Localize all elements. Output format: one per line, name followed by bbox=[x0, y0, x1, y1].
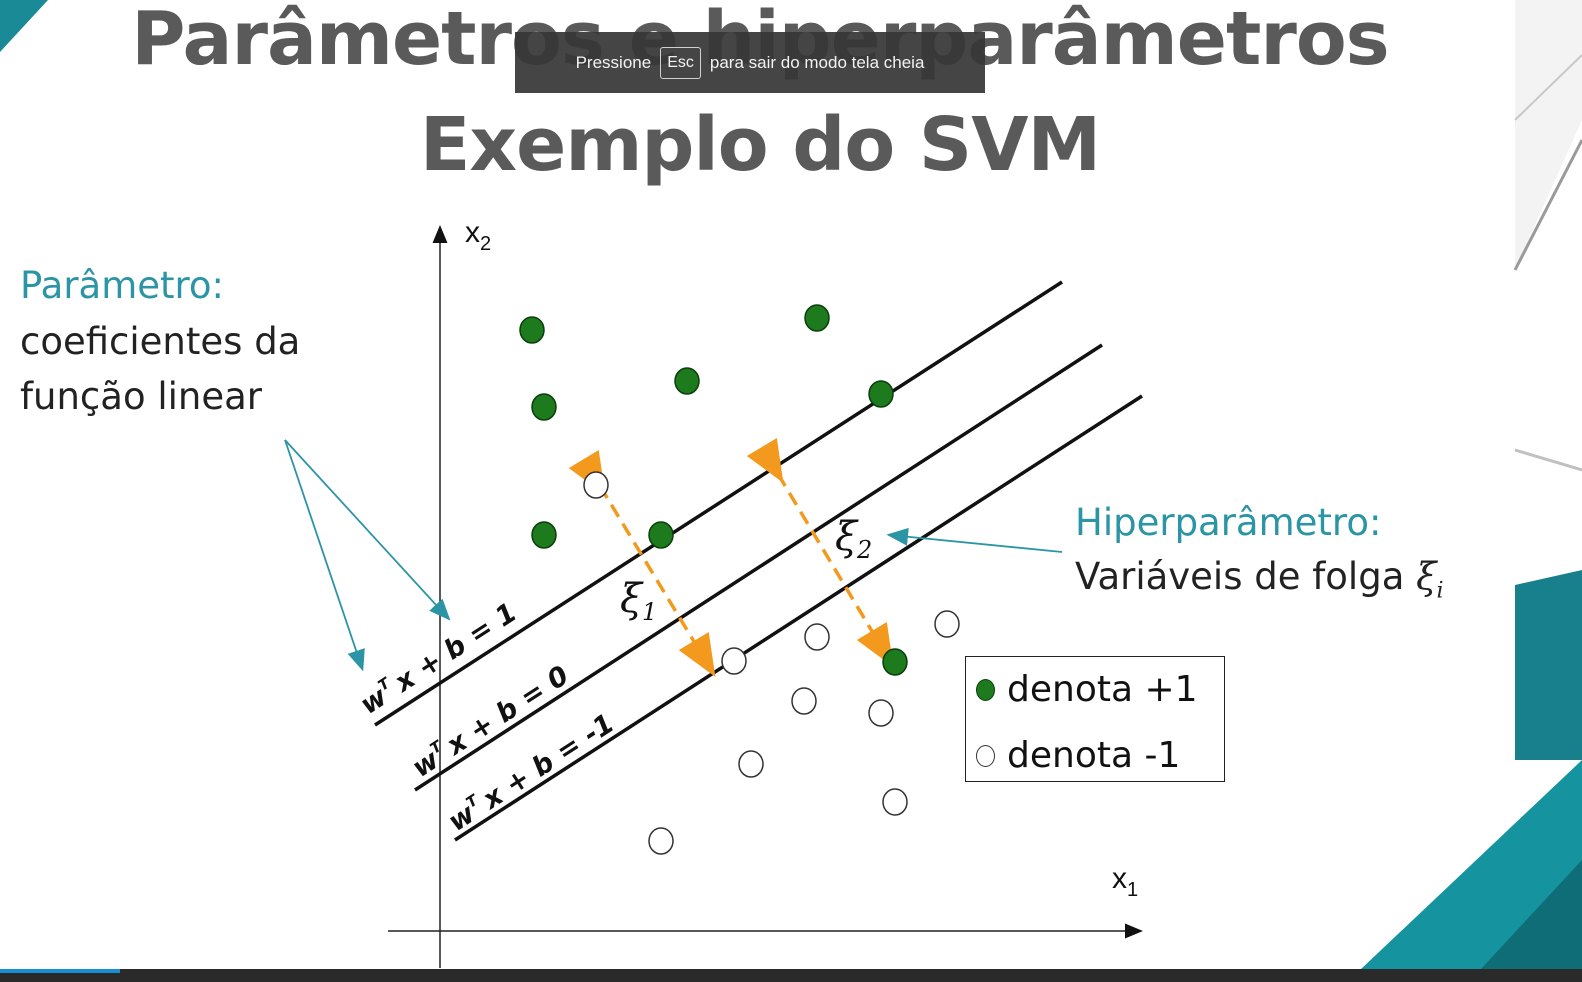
negative-points bbox=[583, 471, 960, 855]
positive-point bbox=[804, 304, 830, 332]
positive-point bbox=[868, 380, 894, 408]
legend-positive: denota +1 bbox=[976, 669, 1198, 710]
negative-point bbox=[721, 647, 747, 675]
hollow-circle-icon bbox=[976, 744, 995, 767]
legend-negative: denota -1 bbox=[976, 735, 1180, 776]
notice-before: Pressione bbox=[575, 52, 652, 72]
hyperparameter-text: Variáveis de folga bbox=[1075, 554, 1405, 598]
positive-points bbox=[519, 304, 908, 676]
parameter-line-1: coeficientes da bbox=[20, 319, 301, 363]
bottom-bar bbox=[0, 969, 1582, 982]
xi-symbol: ξ bbox=[1416, 554, 1437, 598]
right-facet-line-1 bbox=[1514, 54, 1582, 121]
positive-point bbox=[674, 367, 700, 395]
negative-point bbox=[648, 827, 674, 855]
negative-point bbox=[934, 610, 960, 638]
hyperparameter-note: Hiperparâmetro: Variáveis de folga ξi bbox=[1075, 496, 1444, 607]
slack-arrow-1 bbox=[568, 449, 716, 677]
positive-point bbox=[531, 393, 557, 421]
negative-point bbox=[791, 687, 817, 715]
bottom-right-teal bbox=[1360, 760, 1582, 970]
slack-arrow-2 bbox=[746, 437, 894, 668]
fullscreen-exit-notice: Pressione Esc para sair do modo tela che… bbox=[515, 32, 985, 93]
parameter-line-2: função linear bbox=[20, 375, 262, 418]
xi-1-label: ξ1 bbox=[620, 576, 657, 626]
legend: denota +1 denota -1 bbox=[965, 656, 1225, 782]
bottom-right-dark bbox=[1480, 860, 1582, 970]
esc-key[interactable]: Esc bbox=[660, 46, 701, 79]
negative-point bbox=[738, 750, 764, 778]
parameter-heading: Parâmetro: bbox=[20, 264, 225, 307]
positive-point bbox=[648, 521, 674, 549]
negative-point bbox=[882, 788, 908, 816]
right-facet-line-2 bbox=[1513, 139, 1582, 271]
legend-positive-label: denota +1 bbox=[1007, 669, 1198, 710]
filled-circle-icon bbox=[976, 678, 995, 701]
negative-point bbox=[583, 471, 609, 499]
xi-subscript: i bbox=[1436, 578, 1444, 604]
positive-point bbox=[882, 648, 908, 676]
notice-after: para sair do modo tela cheia bbox=[709, 52, 925, 72]
pointer-arrow-2 bbox=[284, 439, 451, 621]
hyperparameter-text-line: Variáveis de folga ξi bbox=[1075, 550, 1444, 607]
right-facet-line-3 bbox=[1514, 448, 1582, 472]
legend-negative-label: denota -1 bbox=[1007, 735, 1181, 776]
positive-point bbox=[519, 316, 545, 344]
parameter-note: Parâmetro: coeficientes da função linear bbox=[20, 258, 300, 425]
y-axis-label: x2 bbox=[465, 216, 491, 255]
positive-point bbox=[531, 521, 557, 549]
negative-point bbox=[868, 699, 894, 727]
pointer-arrow-1 bbox=[284, 439, 365, 672]
right-teal-block bbox=[1515, 570, 1582, 760]
x-axis-label: x1 bbox=[1112, 862, 1138, 901]
top-left-triangle bbox=[0, 0, 48, 52]
progress-accent bbox=[0, 969, 120, 973]
xi-2-label: ξ2 bbox=[835, 514, 872, 564]
margin-line-plus bbox=[374, 280, 1063, 727]
right-gray-facet bbox=[1515, 0, 1582, 270]
hyperparameter-heading: Hiperparâmetro: bbox=[1075, 501, 1382, 544]
slide-subtitle: Exemplo do SVM bbox=[419, 102, 1101, 188]
pointer-arrow-3 bbox=[886, 527, 1063, 553]
negative-point bbox=[804, 623, 830, 651]
